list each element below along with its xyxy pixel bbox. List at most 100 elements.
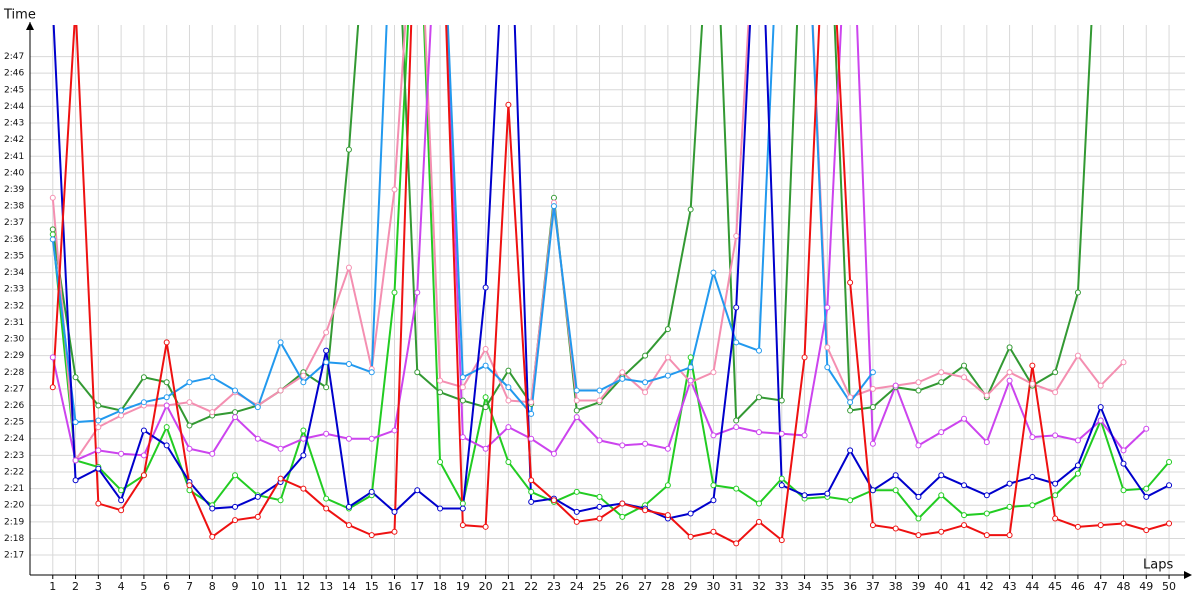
data-point xyxy=(1029,502,1036,509)
y-tick-label: 2:18 xyxy=(4,534,24,544)
y-tick-label: 2:21 xyxy=(4,484,24,494)
data-point xyxy=(391,186,398,193)
data-point xyxy=(505,101,512,108)
data-point xyxy=(140,452,147,459)
x-tick-label: 28 xyxy=(661,580,675,593)
y-tick-label: 2:31 xyxy=(4,318,24,328)
data-point xyxy=(345,435,352,442)
x-tick-label: 17 xyxy=(410,580,424,593)
data-point xyxy=(437,505,444,512)
data-point xyxy=(323,347,330,354)
data-point xyxy=(505,397,512,404)
y-tick-label: 2:35 xyxy=(4,251,24,261)
data-point xyxy=(733,304,740,311)
y-tick-label: 2:47 xyxy=(4,52,24,62)
data-point xyxy=(277,445,284,452)
data-point xyxy=(186,399,193,406)
y-tick-label: 2:23 xyxy=(4,451,24,461)
data-point xyxy=(755,394,762,401)
data-point xyxy=(573,518,580,525)
data-point xyxy=(550,203,557,210)
data-point xyxy=(300,435,307,442)
data-point xyxy=(755,518,762,525)
data-point xyxy=(642,352,649,359)
data-point xyxy=(778,475,785,482)
data-point xyxy=(482,404,489,411)
data-point xyxy=(938,492,945,499)
data-point xyxy=(459,397,466,404)
plot-area xyxy=(49,25,1173,547)
data-point xyxy=(983,492,990,499)
data-point xyxy=(163,442,170,449)
data-point xyxy=(209,533,216,540)
data-point xyxy=(664,445,671,452)
data-point xyxy=(961,415,968,422)
data-point xyxy=(733,233,740,240)
data-point xyxy=(345,522,352,529)
y-tick-label: 2:30 xyxy=(4,335,24,345)
data-point xyxy=(573,397,580,404)
data-point xyxy=(482,445,489,452)
data-point xyxy=(1097,382,1104,389)
data-point xyxy=(664,482,671,489)
data-point xyxy=(414,369,421,376)
data-point xyxy=(596,503,603,510)
data-point xyxy=(277,475,284,482)
data-point xyxy=(437,459,444,466)
data-point xyxy=(687,354,694,361)
data-point xyxy=(186,487,193,494)
data-point xyxy=(687,206,694,213)
data-point xyxy=(232,472,239,479)
data-point xyxy=(938,528,945,535)
data-point xyxy=(118,497,125,504)
data-point xyxy=(1029,380,1036,387)
data-point xyxy=(710,369,717,376)
data-point xyxy=(1097,522,1104,529)
data-point xyxy=(232,409,239,416)
y-tick-label: 2:19 xyxy=(4,517,24,527)
data-point xyxy=(847,447,854,454)
data-point xyxy=(505,367,512,374)
x-tick-label: 27 xyxy=(638,580,652,593)
data-point xyxy=(824,364,831,371)
data-point xyxy=(619,513,626,520)
data-point xyxy=(915,493,922,500)
data-point xyxy=(459,505,466,512)
x-tick-label: 32 xyxy=(752,580,766,593)
data-point xyxy=(1006,369,1013,376)
data-point xyxy=(49,384,56,391)
data-point xyxy=(505,384,512,391)
data-point xyxy=(1029,473,1036,480)
data-point xyxy=(368,488,375,495)
data-point xyxy=(778,537,785,544)
data-point xyxy=(345,360,352,367)
data-point xyxy=(391,508,398,515)
data-point xyxy=(1052,389,1059,396)
y-tick-label: 2:32 xyxy=(4,301,24,311)
data-point xyxy=(72,457,79,464)
y-tick-label: 2:28 xyxy=(4,368,24,378)
x-tick-label: 44 xyxy=(1025,580,1039,593)
x-tick-label: 36 xyxy=(843,580,857,593)
x-tick-label: 31 xyxy=(729,580,743,593)
y-tick-label: 2:43 xyxy=(4,119,24,129)
data-point xyxy=(209,505,216,512)
data-point xyxy=(323,505,330,512)
data-point xyxy=(72,374,79,381)
x-tick-label: 30 xyxy=(706,580,720,593)
x-tick-label: 20 xyxy=(479,580,493,593)
data-point xyxy=(300,379,307,386)
x-tick-label: 35 xyxy=(820,580,834,593)
data-point xyxy=(140,427,147,434)
y-tick-label: 2:40 xyxy=(4,168,24,178)
data-point xyxy=(1097,417,1104,424)
x-tick-label: 26 xyxy=(615,580,629,593)
data-point xyxy=(733,339,740,346)
data-point xyxy=(391,427,398,434)
data-point xyxy=(323,384,330,391)
data-point xyxy=(391,289,398,296)
data-point xyxy=(892,472,899,479)
data-point xyxy=(186,445,193,452)
y-tick-label: 2:29 xyxy=(4,351,24,361)
y-axis-label: Time xyxy=(3,8,36,23)
